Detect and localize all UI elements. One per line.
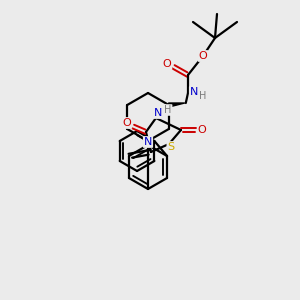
Text: O: O <box>199 51 207 61</box>
Text: O: O <box>123 118 131 128</box>
Text: N: N <box>154 108 162 118</box>
Text: H: H <box>164 105 172 115</box>
Text: H: H <box>199 91 207 101</box>
Text: O: O <box>163 59 171 69</box>
Text: O: O <box>198 125 206 135</box>
Text: S: S <box>167 142 175 152</box>
Polygon shape <box>169 103 185 107</box>
Text: N: N <box>144 137 152 147</box>
Text: N: N <box>190 87 198 97</box>
